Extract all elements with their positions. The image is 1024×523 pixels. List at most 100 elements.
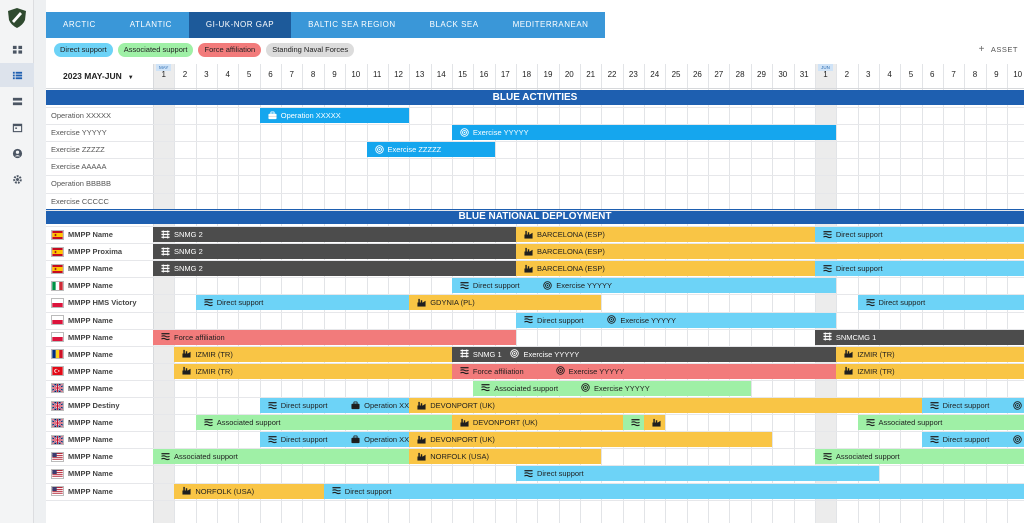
timeline-bar-direct[interactable]: Direct support Operation XX... xyxy=(259,398,410,414)
timeline-bar-direct[interactable]: Direct support xyxy=(857,295,1024,311)
timeline-bar-associated[interactable]: Associated support xyxy=(814,449,1024,465)
logo-icon xyxy=(8,8,26,28)
label-column-line xyxy=(153,64,154,523)
asset-row-label[interactable]: MMPP Name xyxy=(68,230,113,239)
sidebar-nav-account[interactable] xyxy=(0,141,34,165)
dashboard-icon xyxy=(12,45,22,54)
timeline-bar-direct[interactable]: Direct support xyxy=(921,432,1024,448)
bar-label: SNMG 2 xyxy=(174,247,203,257)
support-icon xyxy=(929,401,939,409)
asset-row-label[interactable]: MMPP Name xyxy=(68,332,113,342)
timeline-bar-snf[interactable]: SNMG 2 xyxy=(153,261,516,277)
asset-row-label[interactable]: MMPP Name xyxy=(68,418,113,428)
asset-row-label[interactable]: MMPP Name xyxy=(68,452,113,462)
port-icon xyxy=(844,367,853,375)
tab-atlantic[interactable]: ATLANTIC xyxy=(112,12,189,38)
tab-gi-uk-nor-gap[interactable]: GI-UK-NOR GAP xyxy=(188,12,292,38)
asset-row-label[interactable]: MMPP Name xyxy=(68,366,113,376)
asset-row-label[interactable]: MMPP Name xyxy=(68,383,113,393)
tab-mediterranean[interactable]: MEDITERRANEAN xyxy=(495,12,606,38)
timeline-bar-direct[interactable]: Direct support xyxy=(814,227,1024,243)
legend-chip-direct-support[interactable]: Direct support xyxy=(54,43,113,57)
timeline-bar-associated[interactable]: Associated support xyxy=(195,415,452,431)
target-icon xyxy=(543,281,553,290)
asset-row-label[interactable]: MMPP Name xyxy=(68,469,113,479)
asset-row-label[interactable]: MMPP Proxima xyxy=(68,247,123,257)
sidebar-nav-list[interactable] xyxy=(0,63,34,87)
grid-column-line xyxy=(772,64,774,523)
timeline-bar-force[interactable]: Force affiliation Exercise YYYYY xyxy=(451,363,837,379)
timeline-bar-direct[interactable]: Direct support xyxy=(515,466,879,482)
timeline-bar-port[interactable]: IZMIR (TR) xyxy=(174,363,452,379)
force-icon xyxy=(460,367,469,375)
sidebar-nav-settings[interactable] xyxy=(0,167,34,191)
timeline-bar-port[interactable]: DEVONPORT (UK) xyxy=(451,415,623,431)
asset-row-label[interactable]: MMPP Name xyxy=(68,264,113,274)
sidebar-nav-calendar[interactable] xyxy=(0,115,34,139)
timeline-bar-direct[interactable]: Direct support Operation XX... xyxy=(259,432,410,448)
tab-baltic-sea-region[interactable]: BALTIC SEA REGION xyxy=(291,12,413,38)
timeline-bar-exercise[interactable]: Exercise ZZZZZ xyxy=(366,142,495,158)
timeline-bar-port[interactable]: BARCELONA (ESP) xyxy=(515,261,815,277)
sidebar-nav-storage[interactable] xyxy=(0,89,34,113)
grid-column-line xyxy=(601,64,603,523)
asset-row-label[interactable]: MMPP Name xyxy=(68,281,113,291)
asset-row-label[interactable]: MMPP Name xyxy=(68,315,113,325)
day-header: 26 xyxy=(692,70,702,79)
grid-column-line xyxy=(515,64,517,523)
legend-chip-associated-support[interactable]: Associated support xyxy=(117,43,194,57)
timeline-bar-port[interactable]: BARCELONA (ESP) xyxy=(515,244,1024,260)
support-icon xyxy=(823,264,832,272)
timeline-bar-port[interactable]: DEVONPORT (UK) xyxy=(409,398,922,414)
timeline-bar-direct[interactable]: Direct support xyxy=(814,261,1024,277)
timeline-bar-associated[interactable]: Associated support Exercise YYYYY xyxy=(473,380,751,396)
timeline-bar-snf[interactable]: SNMG 2 xyxy=(153,244,516,260)
timeline-bar-direct[interactable]: Direct support Exercise YYYYY xyxy=(515,312,837,328)
sidebar-nav-dashboard[interactable] xyxy=(0,37,34,61)
timeline-bar-port[interactable] xyxy=(644,415,666,431)
legend-chip-force-affiliation[interactable]: Force affiliation xyxy=(198,43,262,57)
timeline-bar-port[interactable]: BARCELONA (ESP) xyxy=(515,227,815,243)
timeline-bar-associated[interactable] xyxy=(622,415,645,431)
timeline-bar-direct[interactable]: Direct support E xyxy=(921,398,1024,414)
flag-gbr-icon xyxy=(51,400,64,411)
grid-column-line xyxy=(238,64,240,523)
support-icon xyxy=(524,469,533,478)
timeline-bar-snf[interactable]: SNMCMG 1 xyxy=(814,329,1024,345)
timeline-bar-associated[interactable]: Associated support xyxy=(857,415,1024,431)
timeline-bar-port[interactable]: IZMIR (TR) xyxy=(174,346,452,362)
tab-arctic[interactable]: ARCTIC xyxy=(46,12,113,38)
period-selector[interactable]: 2023 MAY-JUN ▼ xyxy=(63,71,134,81)
asset-row-label[interactable]: MMPP HMS Victory xyxy=(68,298,137,308)
asset-row-label[interactable]: MMPP Destiny xyxy=(68,401,120,410)
asset-row-label[interactable]: MMPP Name xyxy=(68,349,113,359)
timeline-bar-port[interactable]: NORFOLK (USA) xyxy=(174,483,324,499)
bar-segment: Associated support xyxy=(823,449,900,464)
legend-chip-standing-naval-forces[interactable]: Standing Naval Forces xyxy=(266,43,355,57)
timeline-bar-direct[interactable]: Direct support xyxy=(323,483,1024,499)
timeline-bar-port[interactable]: GDYNIA (PL) xyxy=(409,295,602,311)
timeline-bar-port[interactable]: IZMIR (TR) xyxy=(836,363,1024,379)
timeline-bar-operation[interactable]: Operation XXXXX xyxy=(259,108,410,124)
add-asset-button[interactable]: + ASSET xyxy=(979,44,1018,55)
support-icon xyxy=(823,452,832,460)
timeline-bar-exercise[interactable]: Exercise YYYYY xyxy=(451,125,837,141)
timeline-bar-port[interactable]: IZMIR (TR) xyxy=(836,346,1024,362)
timeline-bar-port[interactable]: DEVONPORT (UK) xyxy=(409,432,773,448)
tab-black-sea[interactable]: BLACK SEA xyxy=(412,12,496,38)
timeline-bar-force[interactable]: Force affiliation xyxy=(153,329,516,345)
flag-pol-icon xyxy=(51,315,64,325)
asset-row-label[interactable]: MMPP Name xyxy=(68,486,113,496)
timeline-bar-direct[interactable]: Direct support xyxy=(195,295,410,311)
timeline-bar-snf[interactable]: SNMG 1 Exercise YYYYY xyxy=(451,346,837,362)
day-header: 23 xyxy=(628,70,638,79)
day-header: 3 xyxy=(865,70,871,79)
row-divider xyxy=(46,294,1024,296)
plus-icon: + xyxy=(978,44,985,55)
timeline-bar-direct[interactable]: Direct support Exercise YYYYY xyxy=(451,278,837,294)
bar-segment: Operation XX... xyxy=(351,432,409,447)
timeline-bar-port[interactable]: NORFOLK (USA) xyxy=(409,449,602,465)
timeline-bar-associated[interactable]: Associated support xyxy=(153,449,410,465)
timeline-bar-snf[interactable]: SNMG 2 xyxy=(153,227,516,243)
asset-row-label[interactable]: MMPP Name xyxy=(68,435,113,445)
